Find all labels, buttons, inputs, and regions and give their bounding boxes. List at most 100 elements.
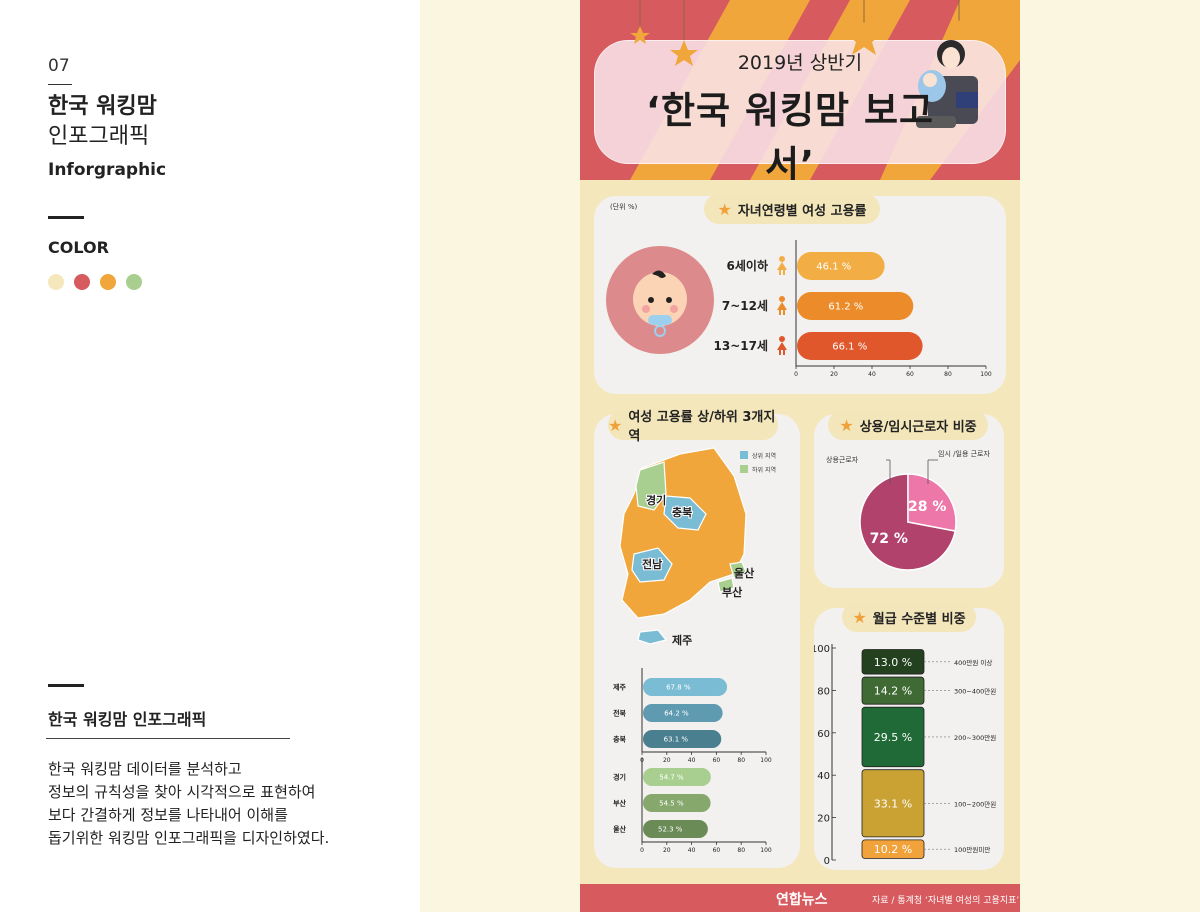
left-panel: 07 한국 워킹맘 인포그래픽 Inforgraphic COLOR 한국 워킹… — [0, 0, 420, 912]
data-label: 63.1 % — [664, 735, 689, 743]
bar — [797, 332, 923, 360]
x-tick-label: 100 — [760, 757, 772, 764]
color-swatch — [100, 274, 116, 290]
legend-top-swatch — [740, 451, 748, 459]
category-label: 울산 — [613, 824, 626, 833]
woman-icon — [777, 256, 787, 275]
x-tick-label: 20 — [663, 757, 671, 764]
category-label: 전북 — [613, 708, 626, 717]
x-tick-label: 60 — [906, 371, 914, 378]
color-swatch — [74, 274, 90, 290]
y-tick-label: 40 — [817, 771, 830, 782]
region-label-busan: 부산 — [722, 585, 742, 599]
x-tick-label: 20 — [663, 847, 671, 854]
description: 한국 워킹맘 데이터를 분석하고 정보의 규칙성을 찾아 시각적으로 표현하여 … — [48, 758, 408, 850]
header-decor — [630, 20, 978, 128]
region-map: 상위 지역 하위 지역 경기 충북 전남 울산 부산 제주 0 20 40 60 80 1… — [613, 447, 776, 854]
x-tick-label: 20 — [830, 371, 838, 378]
category-label: 충북 — [613, 734, 626, 743]
region-section-title: 여성 고용률 상/하위 3개지역 — [628, 410, 776, 444]
data-label: 54.5 % — [659, 799, 684, 807]
star-icon: ★ — [839, 415, 854, 435]
segment-category-label: 200~300만원 — [954, 733, 996, 742]
divider-dash — [48, 216, 84, 219]
bar — [797, 292, 914, 320]
baby-icon — [606, 246, 714, 354]
segment-value-label: 10.2 % — [874, 843, 912, 856]
description-line: 보다 간결하게 정보를 나타내어 이해를 — [48, 806, 288, 824]
segment-value-label: 33.1 % — [874, 797, 912, 810]
x-tick-label: 100 — [760, 847, 772, 854]
segment-value-label: 13.0 % — [874, 656, 912, 669]
region-label-chungbuk: 충북 — [672, 505, 692, 519]
category-label: 6세이하 — [727, 258, 768, 273]
y-tick-label: 100 — [814, 644, 830, 655]
y-tick-label: 80 — [817, 686, 830, 697]
x-tick-label: 80 — [737, 847, 745, 854]
pie-value-label: 72 % — [870, 531, 908, 547]
bar — [643, 820, 708, 838]
working-mom-illustration — [916, 40, 978, 128]
data-label: 46.1 % — [816, 261, 851, 272]
x-tick-label: 60 — [713, 757, 721, 764]
x-tick-label: 60 — [713, 847, 721, 854]
x-tick-label: 40 — [688, 757, 696, 764]
english-title: Inforgraphic — [48, 160, 167, 180]
description-line: 돕기위한 워킹맘 인포그래픽을 디자인하였다. — [48, 829, 330, 847]
age-section-title: 자녀연령별 여성 고용률 — [737, 203, 867, 219]
category-label: 13~17세 — [714, 338, 769, 353]
color-swatch — [126, 274, 142, 290]
region-label-ulsan: 울산 — [734, 566, 754, 580]
data-label: 61.2 % — [828, 301, 863, 312]
x-tick-label: 40 — [688, 847, 696, 854]
star-icon: ★ — [608, 415, 623, 435]
star-icon — [630, 26, 650, 44]
data-label: 67.8 % — [666, 683, 691, 691]
y-tick-label: 20 — [817, 814, 830, 825]
footer-brand: 연합뉴스 — [776, 892, 828, 908]
legend-bottom-swatch — [740, 465, 748, 473]
page-number: 07 — [48, 56, 70, 76]
bar — [643, 704, 723, 722]
pie-value-label: 28 % — [908, 499, 946, 515]
segment-category-label: 100~200만원 — [954, 799, 996, 808]
category-label: 제주 — [613, 682, 626, 691]
pie-label-temporary: 임시 /일용 근로자 — [938, 449, 990, 458]
woman-icon — [777, 296, 787, 315]
description-line: 정보의 규칙성을 찾아 시각적으로 표현하여 — [48, 783, 316, 801]
bar — [797, 252, 885, 280]
segment-value-label: 29.5 % — [874, 731, 912, 744]
infographic: 2019년 상반기 ‘한국 워킹맘 보고서’ ★ 자녀연령별 여성 고용률 (단… — [580, 0, 1020, 912]
salary-section-title: 월급 수준별 비중 — [872, 611, 966, 627]
y-tick-label: 0 — [824, 856, 830, 867]
legend-bottom-label: 하위 지역 — [752, 466, 776, 474]
footer-source: 자료 / 통계청 ‘자녀별 여성의 고용지표’ — [872, 896, 1020, 906]
bar — [643, 730, 722, 748]
star-icon: ★ — [717, 199, 732, 219]
bar — [643, 678, 728, 696]
data-label: 66.1 % — [832, 341, 867, 352]
data-label: 54.7 % — [659, 773, 684, 781]
section-title: 한국 워킹맘 인포그래픽 — [48, 710, 207, 729]
star-icon — [846, 22, 882, 55]
salary-chart: 0 20 40 60 80 100 10.2 % 100만원미만 33.1 % 100~200만원… — [814, 644, 996, 867]
star-icon — [952, 20, 966, 33]
x-tick-label: 0 — [794, 371, 798, 378]
category-label: 부산 — [613, 798, 626, 807]
segment-category-label: 400만원 이상 — [954, 658, 992, 667]
header-title: ‘한국 워킹맘 보고서’ — [645, 89, 935, 180]
star-icon — [670, 40, 698, 66]
color-label: COLOR — [48, 238, 109, 257]
footer-bar — [580, 884, 1020, 912]
section-underline — [46, 738, 290, 739]
star-icon: ★ — [852, 607, 867, 627]
segment-value-label: 14.2 % — [874, 685, 912, 698]
x-tick-label: 40 — [868, 371, 876, 378]
x-tick-label: 100 — [980, 371, 992, 378]
color-swatches — [48, 274, 142, 290]
x-tick-label: 0 — [640, 847, 644, 854]
page-subtitle: 인포그래픽 — [48, 124, 150, 149]
category-label: 7~12세 — [722, 298, 768, 313]
woman-icon — [777, 336, 787, 355]
salary-section-pill: ★ 월급 수준별 비중 — [842, 602, 976, 632]
